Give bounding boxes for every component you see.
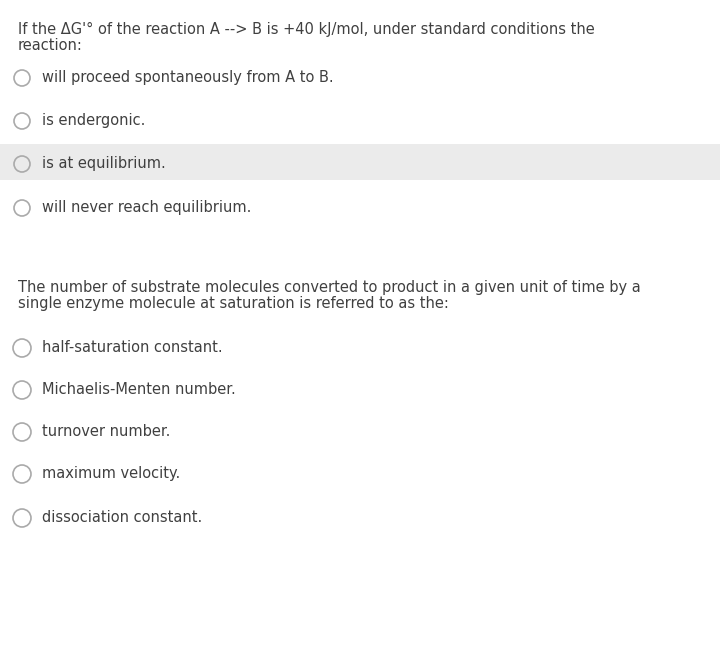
Text: dissociation constant.: dissociation constant. [42, 510, 202, 525]
Text: The number of substrate molecules converted to product in a given unit of time b: The number of substrate molecules conver… [18, 280, 641, 295]
Text: single enzyme molecule at saturation is referred to as the:: single enzyme molecule at saturation is … [18, 296, 449, 311]
Text: is at equilibrium.: is at equilibrium. [42, 156, 166, 171]
Text: is endergonic.: is endergonic. [42, 113, 145, 128]
Text: will proceed spontaneously from A to B.: will proceed spontaneously from A to B. [42, 70, 333, 85]
Text: will never reach equilibrium.: will never reach equilibrium. [42, 200, 251, 215]
Text: If the ΔG'° of the reaction A --> B is +40 kJ/mol, under standard conditions the: If the ΔG'° of the reaction A --> B is +… [18, 22, 595, 37]
Text: Michaelis-Menten number.: Michaelis-Menten number. [42, 382, 235, 397]
FancyBboxPatch shape [0, 144, 720, 180]
Text: maximum velocity.: maximum velocity. [42, 466, 180, 481]
Text: half-saturation constant.: half-saturation constant. [42, 340, 222, 355]
Text: reaction:: reaction: [18, 38, 83, 53]
Text: turnover number.: turnover number. [42, 424, 171, 439]
